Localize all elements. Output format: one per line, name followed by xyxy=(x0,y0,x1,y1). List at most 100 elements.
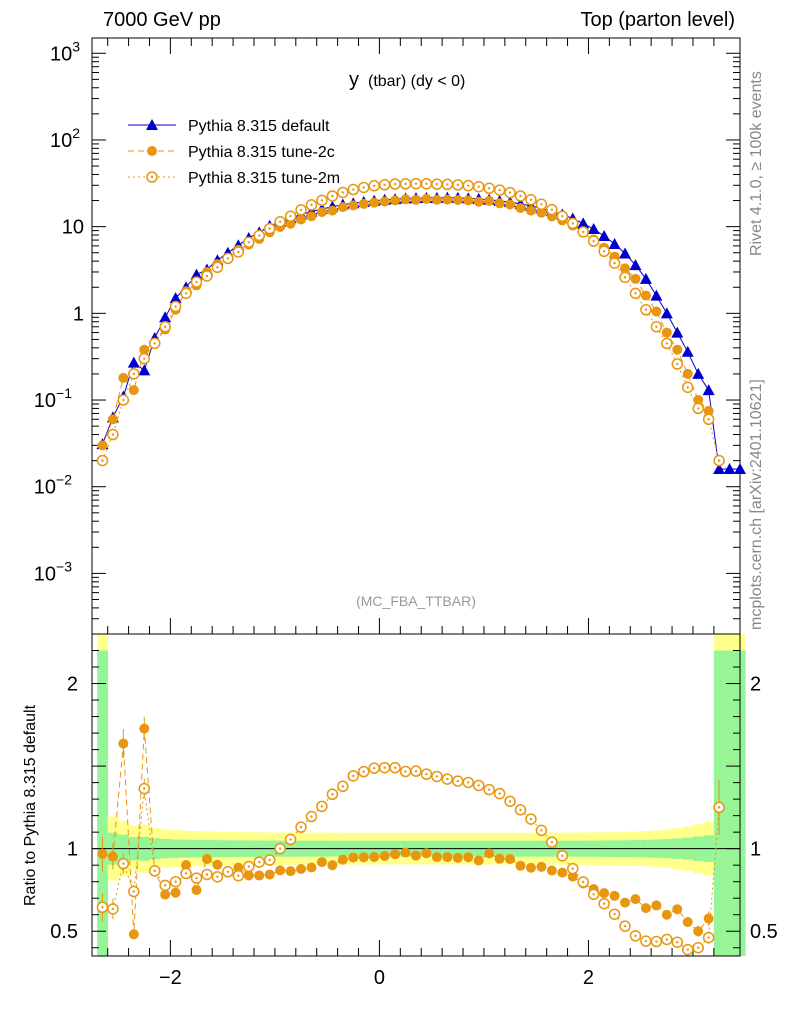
data-point xyxy=(127,356,140,368)
ratio-point xyxy=(358,852,369,863)
ratio-tick-label-left: 1 xyxy=(67,839,78,861)
ratio-point xyxy=(620,897,631,908)
data-point xyxy=(536,207,547,218)
data-point xyxy=(671,326,684,338)
ratio-point xyxy=(306,862,317,873)
ratio-point-dot xyxy=(676,941,679,944)
series-line xyxy=(102,197,740,470)
data-point xyxy=(390,195,401,206)
ratio-point xyxy=(160,889,171,900)
data-point xyxy=(640,290,651,301)
ratio-point-dot xyxy=(425,772,428,776)
ratio-point-dot xyxy=(498,792,501,795)
ratio-point-dot xyxy=(613,912,616,916)
data-point xyxy=(598,229,611,241)
grid-axes xyxy=(91,37,741,957)
ratio-point-dot xyxy=(289,838,292,841)
ratio-tick-label-left: 0.5 xyxy=(50,921,78,943)
data-point xyxy=(734,463,746,475)
data-point-dot xyxy=(467,184,470,187)
data-point xyxy=(316,207,327,218)
ratio-point-dot xyxy=(435,775,439,778)
data-point xyxy=(620,263,631,274)
ratio-point-dot xyxy=(393,766,397,769)
data-point xyxy=(682,368,693,379)
data-point-dot xyxy=(655,325,658,328)
legend-marker xyxy=(146,119,158,130)
ratio-point xyxy=(379,850,390,861)
ratio-point xyxy=(296,864,307,875)
ratio-point xyxy=(285,866,296,877)
header-left: 7000 GeV pp xyxy=(103,9,221,31)
ratio-point xyxy=(693,926,704,937)
data-point-dot xyxy=(247,241,250,244)
data-point xyxy=(650,289,663,301)
ratio-point xyxy=(201,853,212,864)
data-point xyxy=(452,194,463,205)
ratio-point-dot xyxy=(299,825,303,829)
ratio-point xyxy=(212,859,223,870)
ratio-point-dot xyxy=(216,875,219,879)
ratio-point-dot xyxy=(644,939,648,943)
data-point-dot xyxy=(613,261,616,265)
ratio-point-dot xyxy=(184,872,188,875)
data-point xyxy=(473,196,484,207)
data-point-dot xyxy=(602,250,606,253)
ratio-point-dot xyxy=(602,902,606,905)
series-markers xyxy=(96,177,746,475)
ratio-point xyxy=(264,869,275,880)
ratio-point xyxy=(139,723,150,734)
data-point xyxy=(107,414,118,425)
ratio-point xyxy=(599,888,610,899)
data-point-dot xyxy=(435,182,439,186)
ratio-point xyxy=(682,917,693,928)
data-point-dot xyxy=(665,342,669,345)
ratio-point xyxy=(233,862,244,873)
data-point-dot xyxy=(122,398,125,402)
data-point-dot xyxy=(404,182,407,186)
data-point-dot xyxy=(592,239,595,243)
legend-marker xyxy=(147,146,157,156)
data-point-dot xyxy=(226,257,230,260)
y-tick-label: 10−3 xyxy=(34,558,72,585)
data-point-dot xyxy=(383,183,386,186)
ratio-point xyxy=(484,848,495,859)
ratio-point-dot xyxy=(414,769,418,773)
ratio-point-dot xyxy=(153,869,156,873)
ratio-point-dot xyxy=(717,806,721,809)
ratio-point xyxy=(181,860,192,871)
data-point xyxy=(138,364,151,376)
band-green xyxy=(724,650,736,956)
ratio-point-dot xyxy=(456,779,460,783)
data-point xyxy=(463,195,474,206)
ratio-point-dot xyxy=(623,924,627,928)
ratio-point-dot xyxy=(132,890,136,893)
data-point xyxy=(692,367,705,379)
ratio-point-dot xyxy=(352,774,355,778)
legend-label: Pythia 8.315 tune-2m xyxy=(188,170,340,187)
ratio-point-dot xyxy=(195,876,198,880)
ratio-point-dot xyxy=(341,785,345,788)
ratio-point-dot xyxy=(686,948,689,951)
legend-marker-dot xyxy=(150,175,154,179)
ratio-point xyxy=(128,929,139,940)
ratio-point xyxy=(97,848,108,859)
header-right: Top (parton level) xyxy=(580,9,735,31)
ratio-point-dot xyxy=(226,870,230,873)
ratio-point xyxy=(515,860,526,871)
ratio-point-dot xyxy=(174,880,177,883)
data-point xyxy=(118,372,129,383)
data-point-dot xyxy=(717,459,721,462)
y-tick-label: 10−1 xyxy=(34,385,72,412)
data-point xyxy=(587,222,600,234)
ratio-markers xyxy=(96,716,725,956)
data-point-dot xyxy=(425,182,428,186)
data-point xyxy=(672,344,683,355)
ratio-point xyxy=(546,865,557,876)
data-point-dot xyxy=(676,362,679,366)
series-line xyxy=(102,198,709,446)
ratio-point-dot xyxy=(696,946,700,949)
ratio-point-dot xyxy=(571,867,574,870)
ratio-point xyxy=(672,904,683,915)
